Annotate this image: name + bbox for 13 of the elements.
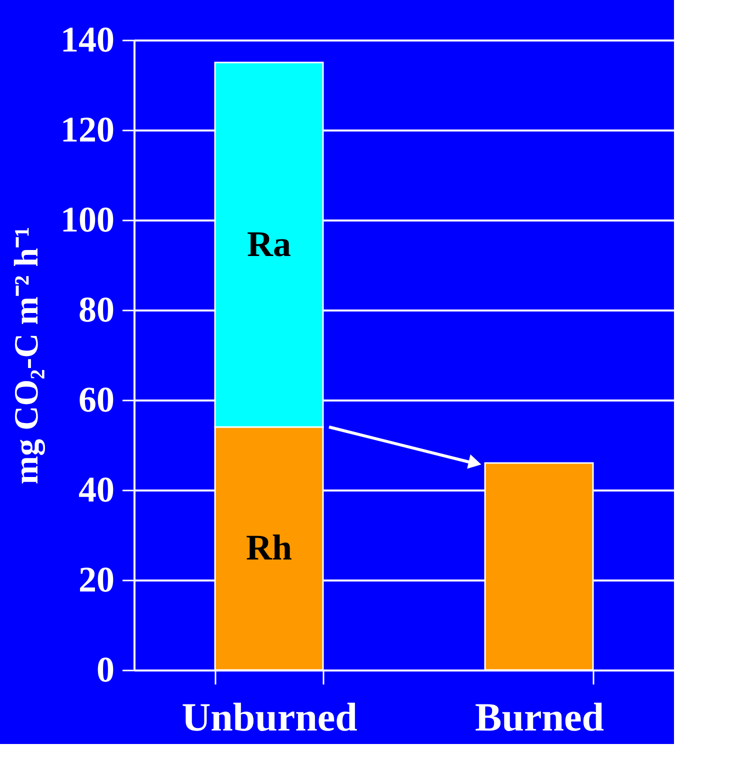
series-label: Ra [247,224,291,264]
y-tick-label: 140 [60,20,114,60]
y-tick-label: 80 [78,290,114,330]
y-tick-label: 20 [78,560,114,600]
series-label: Rh [246,528,292,568]
y-tick-label: 100 [60,200,114,240]
x-tick-label: Burned [475,694,604,740]
y-tick-label: 60 [78,380,114,420]
y-tick-label: 40 [78,470,114,510]
y-tick-label: 120 [60,110,114,150]
y-tick-label: 0 [96,650,114,690]
x-tick-label: Unburned [182,694,358,740]
y-axis-title: mg CO₂-C m⁻² h⁻¹ [8,226,46,484]
